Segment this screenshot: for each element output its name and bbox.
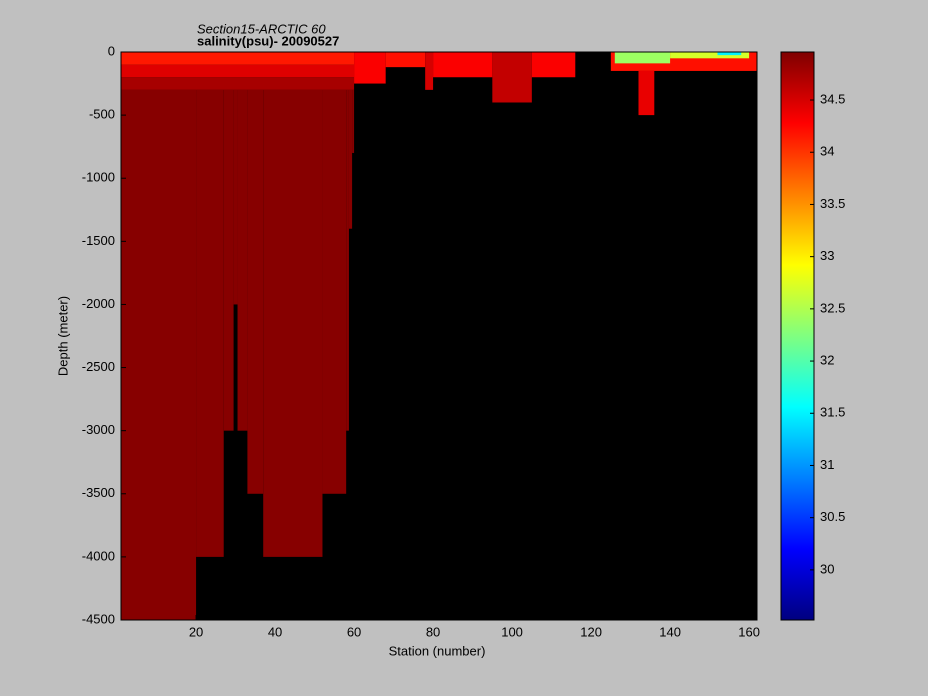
y-tick-label: -1500: [82, 233, 115, 248]
salinity-cell: [638, 70, 655, 116]
salinity-cell: [263, 89, 323, 557]
y-tick-label: -4500: [82, 611, 115, 626]
y-tick-label: -500: [89, 107, 115, 122]
salinity-cell: [348, 89, 353, 229]
colorbar-tick-label: 31.5: [820, 405, 845, 420]
salinity-cell: [237, 89, 248, 431]
salinity-cell: [354, 52, 386, 84]
chart-title: Section15-ARCTIC 60: [197, 21, 326, 36]
y-axis-label: Depth (meter): [55, 296, 70, 376]
colorbar-tick-label: 31: [820, 457, 834, 472]
salinity-cell: [352, 89, 355, 153]
x-tick-label: 80: [426, 624, 440, 639]
colorbar-tick-label: 33: [820, 248, 834, 263]
y-tick-label: -4000: [82, 548, 115, 563]
x-tick-label: 160: [738, 624, 760, 639]
colorbar-tick-label: 33.5: [820, 196, 845, 211]
salinity-cell: [614, 52, 671, 64]
colorbar-tick-label: 32.5: [820, 300, 845, 315]
salinity-cell: [322, 89, 347, 494]
y-tick-label: -1000: [82, 170, 115, 185]
x-tick-label: 40: [268, 624, 282, 639]
salinity-cell: [121, 77, 355, 90]
chart-subtitle: salinity(psu)- 20090527: [197, 33, 339, 48]
salinity-cell: [346, 89, 349, 431]
salinity-cell: [425, 52, 434, 90]
salinity-cell: [385, 52, 426, 68]
y-tick-label: -2500: [82, 359, 115, 374]
salinity-cell: [121, 64, 355, 78]
x-tick-label: 20: [189, 624, 203, 639]
x-tick-label: 100: [501, 624, 523, 639]
colorbar-tick-label: 34: [820, 144, 834, 159]
salinity-cell: [247, 89, 264, 494]
salinity-cell: [223, 89, 234, 431]
salinity-cell: [717, 52, 742, 56]
y-tick-label: -3500: [82, 485, 115, 500]
y-tick-label: -2000: [82, 296, 115, 311]
colorbar: [780, 51, 815, 621]
colorbar-tick-label: 32: [820, 352, 834, 367]
salinity-cell: [121, 89, 197, 620]
x-axis-label: Station (number): [389, 643, 486, 658]
salinity-cell: [492, 52, 532, 103]
salinity-cell: [531, 52, 576, 78]
salinity-cell: [196, 89, 224, 557]
salinity-cell: [121, 52, 355, 65]
y-tick-label: 0: [108, 43, 115, 58]
plot-frame: [120, 51, 758, 621]
salinity-cell: [233, 89, 238, 305]
colorbar-tick-label: 30.5: [820, 509, 845, 524]
salinity-cell: [670, 52, 750, 59]
x-tick-label: 120: [580, 624, 602, 639]
x-tick-label: 140: [659, 624, 681, 639]
colorbar-tick-label: 30: [820, 561, 834, 576]
x-tick-label: 60: [347, 624, 361, 639]
salinity-cell: [433, 52, 493, 78]
colorbar-tick-label: 34.5: [820, 91, 845, 106]
y-tick-label: -3000: [82, 422, 115, 437]
